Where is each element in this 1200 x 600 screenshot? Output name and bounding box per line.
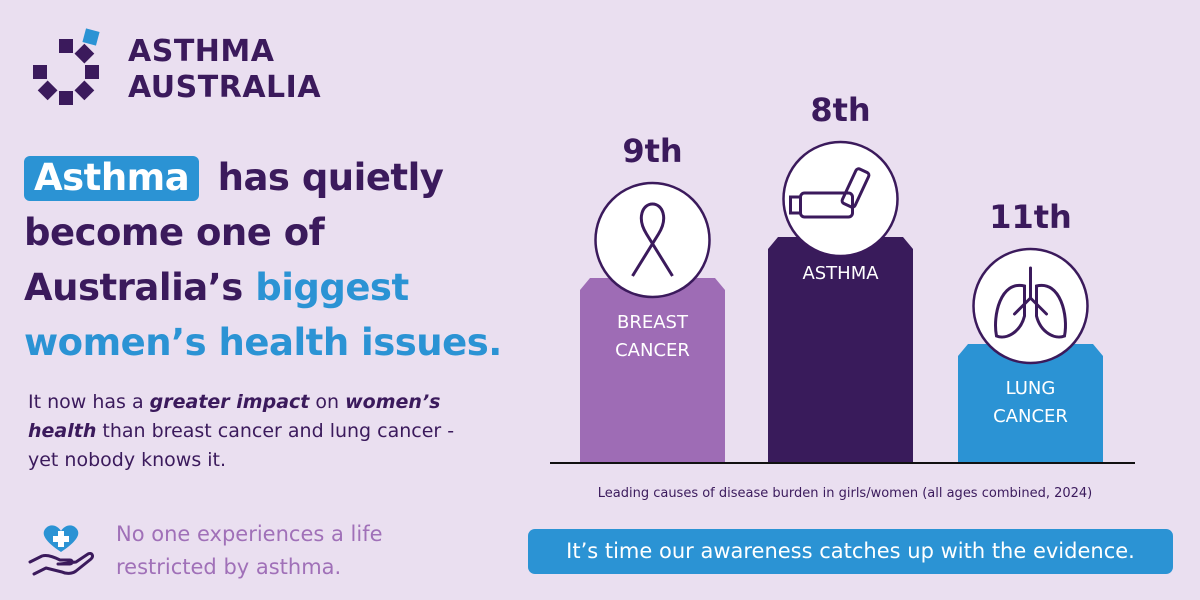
tagline: No one experiences a life restricted by … (116, 522, 383, 579)
bar-breast-cancer (580, 278, 725, 463)
bar-label: CANCER (615, 340, 690, 361)
chart-caption: Leading causes of disease burden in girl… (597, 486, 1093, 501)
bar-label: ASTHMA (802, 263, 879, 284)
body-text-1: It now has a (28, 391, 150, 413)
hand-heart-icon (28, 525, 94, 576)
rank-label: 9th (622, 132, 682, 170)
headline-highlight: Asthma (24, 156, 200, 201)
body-paragraph: It now has a greater impact on women’s h… (28, 388, 488, 475)
icon-circle (782, 140, 899, 258)
bar-label: BREAST (617, 312, 689, 333)
body-emphasis-1: greater impact (149, 391, 310, 413)
brand-line-2: AUSTRALIA (128, 70, 322, 105)
lungs-icon (994, 266, 1067, 339)
brand-name: ASTHMA AUSTRALIA (128, 34, 321, 106)
body-text-3: than breast cancer and lung cancer - yet… (28, 420, 455, 471)
headline-part-2: biggest women’s health issues. (24, 266, 502, 364)
headline-part-1: has quietly become one of Australia’s (24, 156, 444, 309)
call-to-action-banner: It’s time our awareness catches up with … (528, 529, 1173, 574)
bar-lung-cancer (958, 344, 1103, 463)
bar-label: CANCER (993, 406, 1068, 427)
body-emphasis-2: women’s health (28, 391, 441, 442)
rank-label: 11th (989, 198, 1072, 236)
body-text-2: on (309, 391, 346, 413)
inhaler-icon (789, 167, 871, 219)
rank-label: 8th (810, 91, 870, 129)
bars-layer: BREAST CANCER 9th ASTHMA 8th LUNG CANCER 11th (580, 91, 1103, 463)
icon-circle (972, 247, 1089, 365)
bar-label: LUNG (1006, 378, 1056, 399)
brand-line-1: ASTHMA (128, 34, 275, 69)
ribbon-icon (631, 202, 674, 277)
icon-circle (594, 181, 711, 299)
asthma-australia-logo (33, 28, 100, 105)
bar-asthma (768, 237, 913, 463)
headline: Asthma has quietly become one of Austral… (24, 150, 504, 370)
